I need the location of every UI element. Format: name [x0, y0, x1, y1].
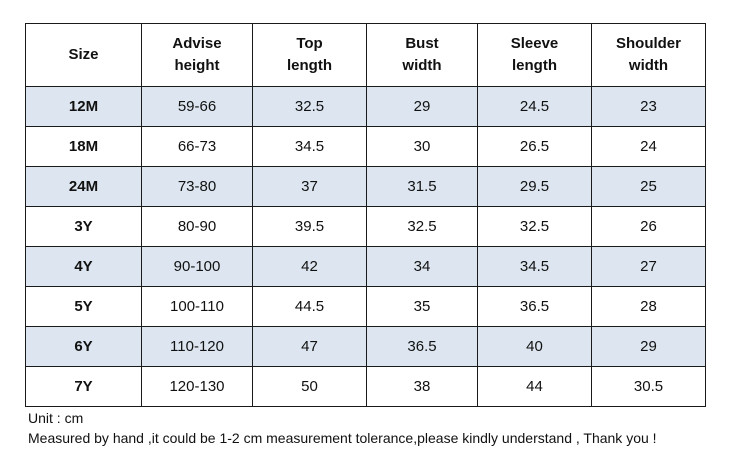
height-cell: 90-100: [141, 246, 253, 287]
header-sleeve-length: Sleeve length: [477, 23, 592, 87]
header-size: Size: [25, 23, 142, 87]
sleeve-cell: 40: [477, 326, 592, 367]
height-cell: 59-66: [141, 86, 253, 127]
size-cell: 7Y: [25, 366, 142, 407]
sleeve-cell: 26.5: [477, 126, 592, 167]
table-body: 12M 59-66 32.5 29 24.5 23 18M 66-73 34.5…: [25, 86, 706, 407]
bust-cell: 34: [366, 246, 478, 287]
top-length-cell: 44.5: [252, 286, 367, 327]
shoulder-cell: 23: [591, 86, 706, 127]
height-cell: 120-130: [141, 366, 253, 407]
size-cell: 18M: [25, 126, 142, 167]
height-cell: 110-120: [141, 326, 253, 367]
bust-cell: 35: [366, 286, 478, 327]
size-chart-table: Size Advise height Top length Bust width…: [25, 23, 706, 407]
tolerance-note: Measured by hand ,it could be 1-2 cm mea…: [28, 430, 657, 446]
table-header: Size Advise height Top length Bust width…: [25, 23, 706, 87]
sleeve-cell: 24.5: [477, 86, 592, 127]
size-cell: 5Y: [25, 286, 142, 327]
shoulder-cell: 26: [591, 206, 706, 247]
sleeve-cell: 29.5: [477, 166, 592, 207]
header-bust-width: Bust width: [366, 23, 478, 87]
size-cell: 12M: [25, 86, 142, 127]
shoulder-cell: 27: [591, 246, 706, 287]
sleeve-cell: 34.5: [477, 246, 592, 287]
sleeve-cell: 44: [477, 366, 592, 407]
table-row: 3Y 80-90 39.5 32.5 32.5 26: [25, 206, 706, 247]
size-cell: 6Y: [25, 326, 142, 367]
table-row: 18M 66-73 34.5 30 26.5 24: [25, 126, 706, 167]
size-cell: 3Y: [25, 206, 142, 247]
sleeve-cell: 36.5: [477, 286, 592, 327]
table-row: 7Y 120-130 50 38 44 30.5: [25, 366, 706, 407]
bust-cell: 29: [366, 86, 478, 127]
size-cell: 24M: [25, 166, 142, 207]
table-row: 12M 59-66 32.5 29 24.5 23: [25, 86, 706, 127]
sleeve-cell: 32.5: [477, 206, 592, 247]
top-length-cell: 50: [252, 366, 367, 407]
bust-cell: 38: [366, 366, 478, 407]
header-advise-height: Advise height: [141, 23, 253, 87]
header-top-length: Top length: [252, 23, 367, 87]
bust-cell: 32.5: [366, 206, 478, 247]
height-cell: 66-73: [141, 126, 253, 167]
header-row: Size Advise height Top length Bust width…: [25, 23, 706, 87]
size-cell: 4Y: [25, 246, 142, 287]
table-row: 5Y 100-110 44.5 35 36.5 28: [25, 286, 706, 327]
bust-cell: 30: [366, 126, 478, 167]
bust-cell: 31.5: [366, 166, 478, 207]
table-row: 6Y 110-120 47 36.5 40 29: [25, 326, 706, 367]
top-length-cell: 34.5: [252, 126, 367, 167]
height-cell: 73-80: [141, 166, 253, 207]
shoulder-cell: 28: [591, 286, 706, 327]
height-cell: 80-90: [141, 206, 253, 247]
bust-cell: 36.5: [366, 326, 478, 367]
top-length-cell: 42: [252, 246, 367, 287]
table-row: 24M 73-80 37 31.5 29.5 25: [25, 166, 706, 207]
notes: Unit : cm Measured by hand ,it could be …: [28, 408, 657, 448]
shoulder-cell: 30.5: [591, 366, 706, 407]
shoulder-cell: 25: [591, 166, 706, 207]
top-length-cell: 39.5: [252, 206, 367, 247]
table-row: 4Y 90-100 42 34 34.5 27: [25, 246, 706, 287]
top-length-cell: 37: [252, 166, 367, 207]
header-shoulder-width: Shoulder width: [591, 23, 706, 87]
height-cell: 100-110: [141, 286, 253, 327]
unit-note: Unit : cm: [28, 410, 84, 426]
shoulder-cell: 24: [591, 126, 706, 167]
top-length-cell: 47: [252, 326, 367, 367]
top-length-cell: 32.5: [252, 86, 367, 127]
shoulder-cell: 29: [591, 326, 706, 367]
